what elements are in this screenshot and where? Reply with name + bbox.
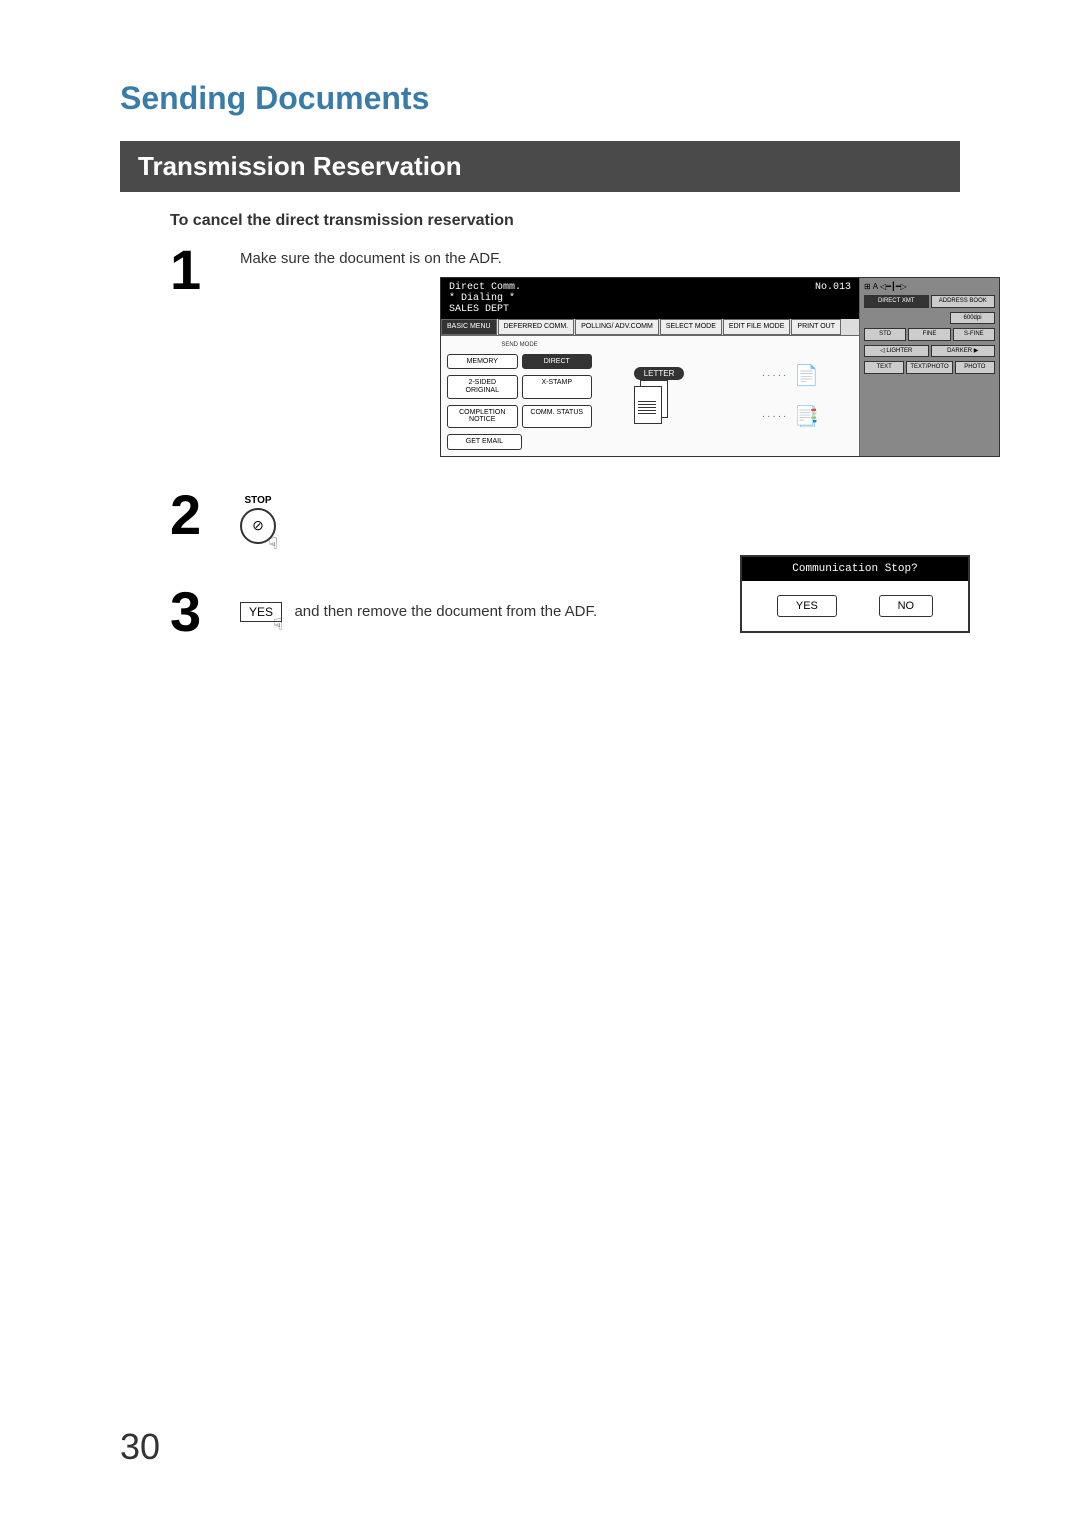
fine-button[interactable]: FINE — [908, 328, 950, 341]
step-2: 2 STOP ⊘ ☟ — [170, 487, 960, 544]
instruction-heading: To cancel the direct transmission reserv… — [170, 212, 960, 230]
fax-preview-area: LETTER ····· 📄 — [600, 342, 853, 450]
stop-button[interactable]: STOP ⊘ ☟ — [240, 495, 276, 544]
step-number: 1 — [170, 242, 240, 298]
fax-header-line1: Direct Comm. — [449, 282, 521, 293]
step-number: 2 — [170, 487, 240, 543]
tab-edit-file[interactable]: EDIT FILE MODE — [723, 319, 791, 335]
direct-button[interactable]: DIRECT — [522, 354, 593, 370]
step-number: 3 — [170, 584, 240, 640]
completion-button[interactable]: COMPLETION NOTICE — [447, 405, 518, 428]
fax-buttons-column: SEND MODE MEMORY DIRECT 2-SIDED ORIGINAL… — [447, 342, 592, 450]
step-text: and then remove the document from the AD… — [294, 603, 597, 620]
fax-tabs: BASIC MENU DEFERRED COMM. POLLING/ ADV.C… — [441, 319, 859, 336]
yes-button[interactable]: YES ☟ — [240, 602, 282, 622]
dialog-yes-button[interactable]: YES — [777, 595, 837, 617]
press-hand-icon: ☟ — [273, 615, 283, 635]
step-text: Make sure the document is on the ADF. — [240, 250, 1000, 267]
page-number: 30 — [120, 1426, 160, 1468]
std-button[interactable]: STD — [864, 328, 906, 341]
letter-badge: LETTER — [634, 367, 685, 380]
fax-display-panel: Direct Comm. * Dialing * SALES DEPT No.0… — [440, 277, 1000, 457]
s-fine-button[interactable]: S-FINE — [953, 328, 995, 341]
fax-header-line3: SALES DEPT — [449, 304, 521, 315]
text-photo-button[interactable]: TEXT/PHOTO — [906, 361, 952, 374]
dpi-button[interactable]: 600dpi — [950, 312, 995, 325]
tab-polling[interactable]: POLLING/ ADV.COMM — [575, 319, 659, 335]
tab-basic-menu[interactable]: BASIC MENU — [441, 319, 497, 335]
direct-xmt-button[interactable]: DIRECT XMT — [864, 295, 929, 308]
subsection-bar: Transmission Reservation — [120, 141, 960, 192]
grid-icon: ⊞ — [864, 282, 871, 291]
lighter-button[interactable]: ◁ LIGHTER — [864, 345, 929, 358]
dialog-no-button[interactable]: NO — [879, 595, 934, 617]
comm-status-button[interactable]: COMM. STATUS — [522, 405, 593, 428]
x-stamp-button[interactable]: X-STAMP — [522, 375, 593, 398]
dots-arrow-1: ····· — [762, 370, 789, 381]
slider-icon: ◁━┃━▷ — [880, 282, 995, 291]
two-sided-button[interactable]: 2-SIDED ORIGINAL — [447, 375, 518, 398]
section-title: Sending Documents — [120, 80, 960, 117]
send-mode-label: SEND MODE — [447, 342, 592, 348]
stop-label: STOP — [240, 495, 276, 506]
communication-stop-dialog: Communication Stop? YES NO — [740, 555, 970, 633]
press-hand-icon: ☟ — [268, 534, 278, 554]
stop-circle-icon: ⊘ ☟ — [240, 508, 276, 544]
fax-header: Direct Comm. * Dialing * SALES DEPT No.0… — [441, 278, 859, 319]
get-email-button[interactable]: GET EMAIL — [447, 434, 522, 450]
tab-select-mode[interactable]: SELECT MODE — [660, 319, 722, 335]
tray-bottom-icon: 📑 — [794, 404, 819, 429]
dots-arrow-2: ····· — [762, 411, 789, 422]
text-button[interactable]: TEXT — [864, 361, 904, 374]
photo-button[interactable]: PHOTO — [955, 361, 995, 374]
dialog-title: Communication Stop? — [742, 557, 968, 581]
tab-print-out[interactable]: PRINT OUT — [791, 319, 841, 335]
memory-button[interactable]: MEMORY — [447, 354, 518, 370]
fax-right-panel: ⊞ A ◁━┃━▷ DIRECT XMT ADDRESS BOOK 600dpi… — [859, 278, 999, 456]
document-stack-icon — [634, 380, 669, 425]
tray-top-icon: 📄 — [794, 363, 819, 388]
tab-deferred[interactable]: DEFERRED COMM. — [498, 319, 575, 335]
step-1: 1 Make sure the document is on the ADF. … — [170, 242, 960, 457]
address-book-button[interactable]: ADDRESS BOOK — [931, 295, 996, 308]
darker-button[interactable]: DARKER ▶ — [931, 345, 996, 358]
fax-header-line2: * Dialing * — [449, 293, 521, 304]
fax-header-number: No.013 — [815, 282, 851, 315]
a-icon: A — [873, 282, 878, 291]
